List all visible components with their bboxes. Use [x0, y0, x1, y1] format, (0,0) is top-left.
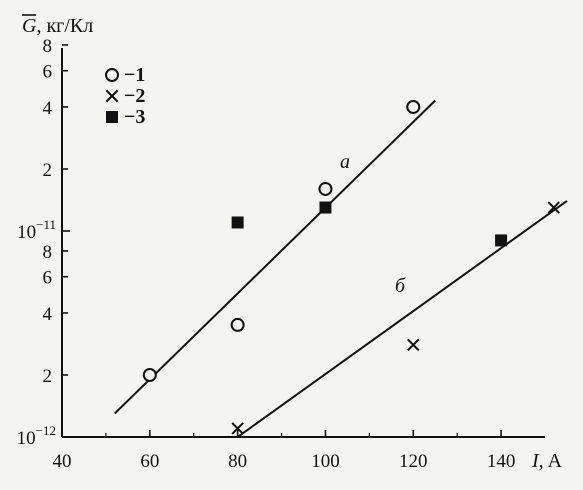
series-2-point — [547, 201, 560, 214]
y-tick-label: 6 — [43, 62, 53, 83]
fit-line-label: б — [395, 275, 406, 297]
legend-marker-2-stroke — [105, 89, 119, 103]
series-1-point — [406, 99, 421, 114]
y-tick-label: 4 — [43, 304, 53, 325]
fit-line-б — [237, 200, 568, 438]
series-3-point — [319, 201, 332, 214]
series-2-point-stroke — [231, 422, 244, 435]
y-tick-label: 8 — [43, 36, 53, 57]
series-1-point — [318, 181, 333, 196]
y-tick-label: 10−11 — [17, 217, 56, 243]
y-tick-label: 2 — [43, 160, 53, 181]
x-tick-label: 120 — [399, 451, 428, 472]
x-tick-label: 60 — [140, 451, 159, 472]
y-tick-label: 2 — [43, 366, 53, 387]
y-tick-label: 8 — [43, 242, 53, 263]
y-tick-label: 10−12 — [17, 423, 56, 449]
series-2-point-stroke — [547, 201, 560, 214]
legend-marker-1 — [105, 68, 119, 82]
y-tick-label: 6 — [43, 268, 53, 289]
series-3-point — [495, 234, 508, 247]
series-1-point — [142, 367, 157, 382]
legend-marker-2 — [105, 89, 119, 103]
legend-label: −2 — [124, 85, 145, 107]
x-tick-label: 140 — [487, 451, 516, 472]
x-tick-label: 40 — [53, 451, 72, 472]
legend-label: −3 — [124, 106, 145, 128]
series-2-point — [407, 338, 420, 352]
x-axis-label: I, A — [531, 450, 563, 472]
x-tick-label: 80 — [228, 451, 247, 472]
x-tick-label: 100 — [311, 451, 340, 472]
legend-marker-3 — [106, 111, 118, 123]
series-2-point-stroke — [407, 338, 420, 352]
legend-label: −1 — [124, 64, 145, 86]
series-3-point — [231, 216, 244, 229]
series-2-point — [231, 422, 244, 435]
y-axis-label: G, кг/Кл — [22, 15, 93, 37]
fit-line-label: а — [340, 151, 350, 173]
y-tick-label: 4 — [43, 98, 53, 119]
fit-line-а — [113, 99, 436, 415]
series-1-point — [230, 317, 245, 332]
